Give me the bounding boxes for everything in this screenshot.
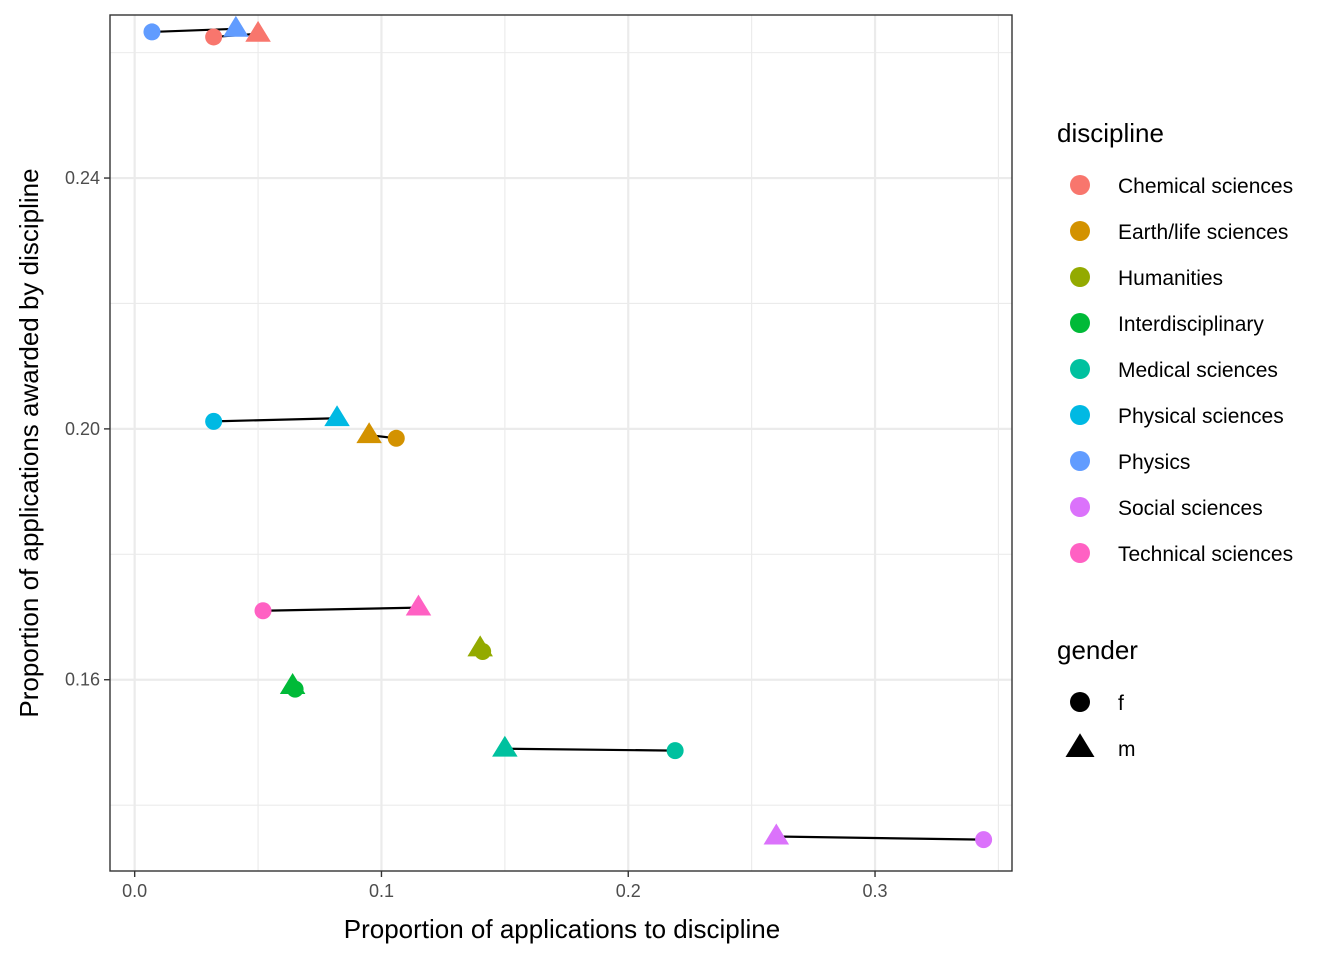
point-chemical-sciences-m [245,20,271,42]
y-axis-ticks: 0.16 0.20 0.24 [65,168,110,690]
point-physics-f [143,23,161,41]
legend-key-gender-m [1065,733,1095,758]
legend-label: Chemical sciences [1118,175,1293,198]
point-technical-sciences-m [405,594,432,616]
point-earth-life-sciences-f [387,429,405,447]
plot-border [109,14,1013,872]
legend-label: Physics [1118,451,1190,474]
legend-label: Interdisciplinary [1118,313,1264,336]
x-tick-label: 0.0 [122,881,147,901]
legend-label: m [1118,738,1136,761]
point-technical-sciences-f [254,602,272,620]
point-social-sciences-m [763,823,790,845]
segment-physics [151,27,236,34]
panel-border [109,14,1013,872]
legend: discipline Chemical sciences Earth/life s… [1057,118,1293,761]
x-axis-ticks: 0.0 0.1 0.2 0.3 [122,871,888,901]
legend-label: f [1118,692,1124,715]
x-tick-label: 0.2 [616,881,641,901]
point-interdisciplinary-m [279,673,306,694]
legend-key-physical-sciences [1070,405,1090,425]
y-axis-title: Proportion of applications awarded by di… [14,168,44,717]
point-physical-sciences-f [205,412,223,430]
point-social-sciences-f [975,831,993,849]
segment-technical-sciences [262,606,419,612]
segment-physical-sciences [213,417,338,423]
legend-key-physics [1070,451,1090,471]
y-tick-label: 0.16 [65,670,100,690]
legend-key-gender-f [1070,692,1090,712]
point-physics-m [223,15,249,37]
x-tick-label: 0.1 [369,881,394,901]
legend-label: Social sciences [1118,497,1263,520]
point-physical-sciences-m [324,405,350,427]
legend-label: Humanities [1118,267,1223,290]
legend-key-technical-sciences [1070,543,1090,563]
point-medical-sciences-m [492,735,518,757]
legend-key-chemical-sciences [1070,175,1090,195]
point-medical-sciences-f [666,742,684,760]
legend-label: Earth/life sciences [1118,221,1288,244]
legend-key-humanities [1070,267,1090,287]
point-chemical-sciences-f [205,28,223,46]
legend-key-interdisciplinary [1070,313,1090,333]
y-tick-label: 0.24 [65,168,100,188]
plot-background [110,15,1012,871]
legend-key-social-sciences [1070,497,1090,517]
legend-key-medical-sciences [1070,359,1090,379]
legend-title-gender: gender [1057,635,1138,665]
x-tick-label: 0.3 [863,881,888,901]
legend-title-discipline: discipline [1057,118,1164,148]
legend-label: Technical sciences [1118,543,1293,566]
grid-lines [110,15,1012,871]
legend-label: Physical sciences [1118,405,1284,428]
plot-panel [110,15,1012,871]
legend-key-earth-life-sciences [1070,221,1090,241]
x-axis-title: Proportion of applications to discipline [344,914,780,944]
legend-discipline-items: Chemical sciences Earth/life sciences Huma… [1070,175,1293,566]
legend-label: Medical sciences [1118,359,1278,382]
legend-gender-items: fm [1065,692,1136,761]
segment-social-sciences [776,835,984,841]
segment-medical-sciences [504,747,676,752]
point-humanities-m [467,635,493,657]
data-points [143,15,993,849]
y-tick-label: 0.20 [65,419,100,439]
point-earth-life-sciences-m [356,422,382,444]
